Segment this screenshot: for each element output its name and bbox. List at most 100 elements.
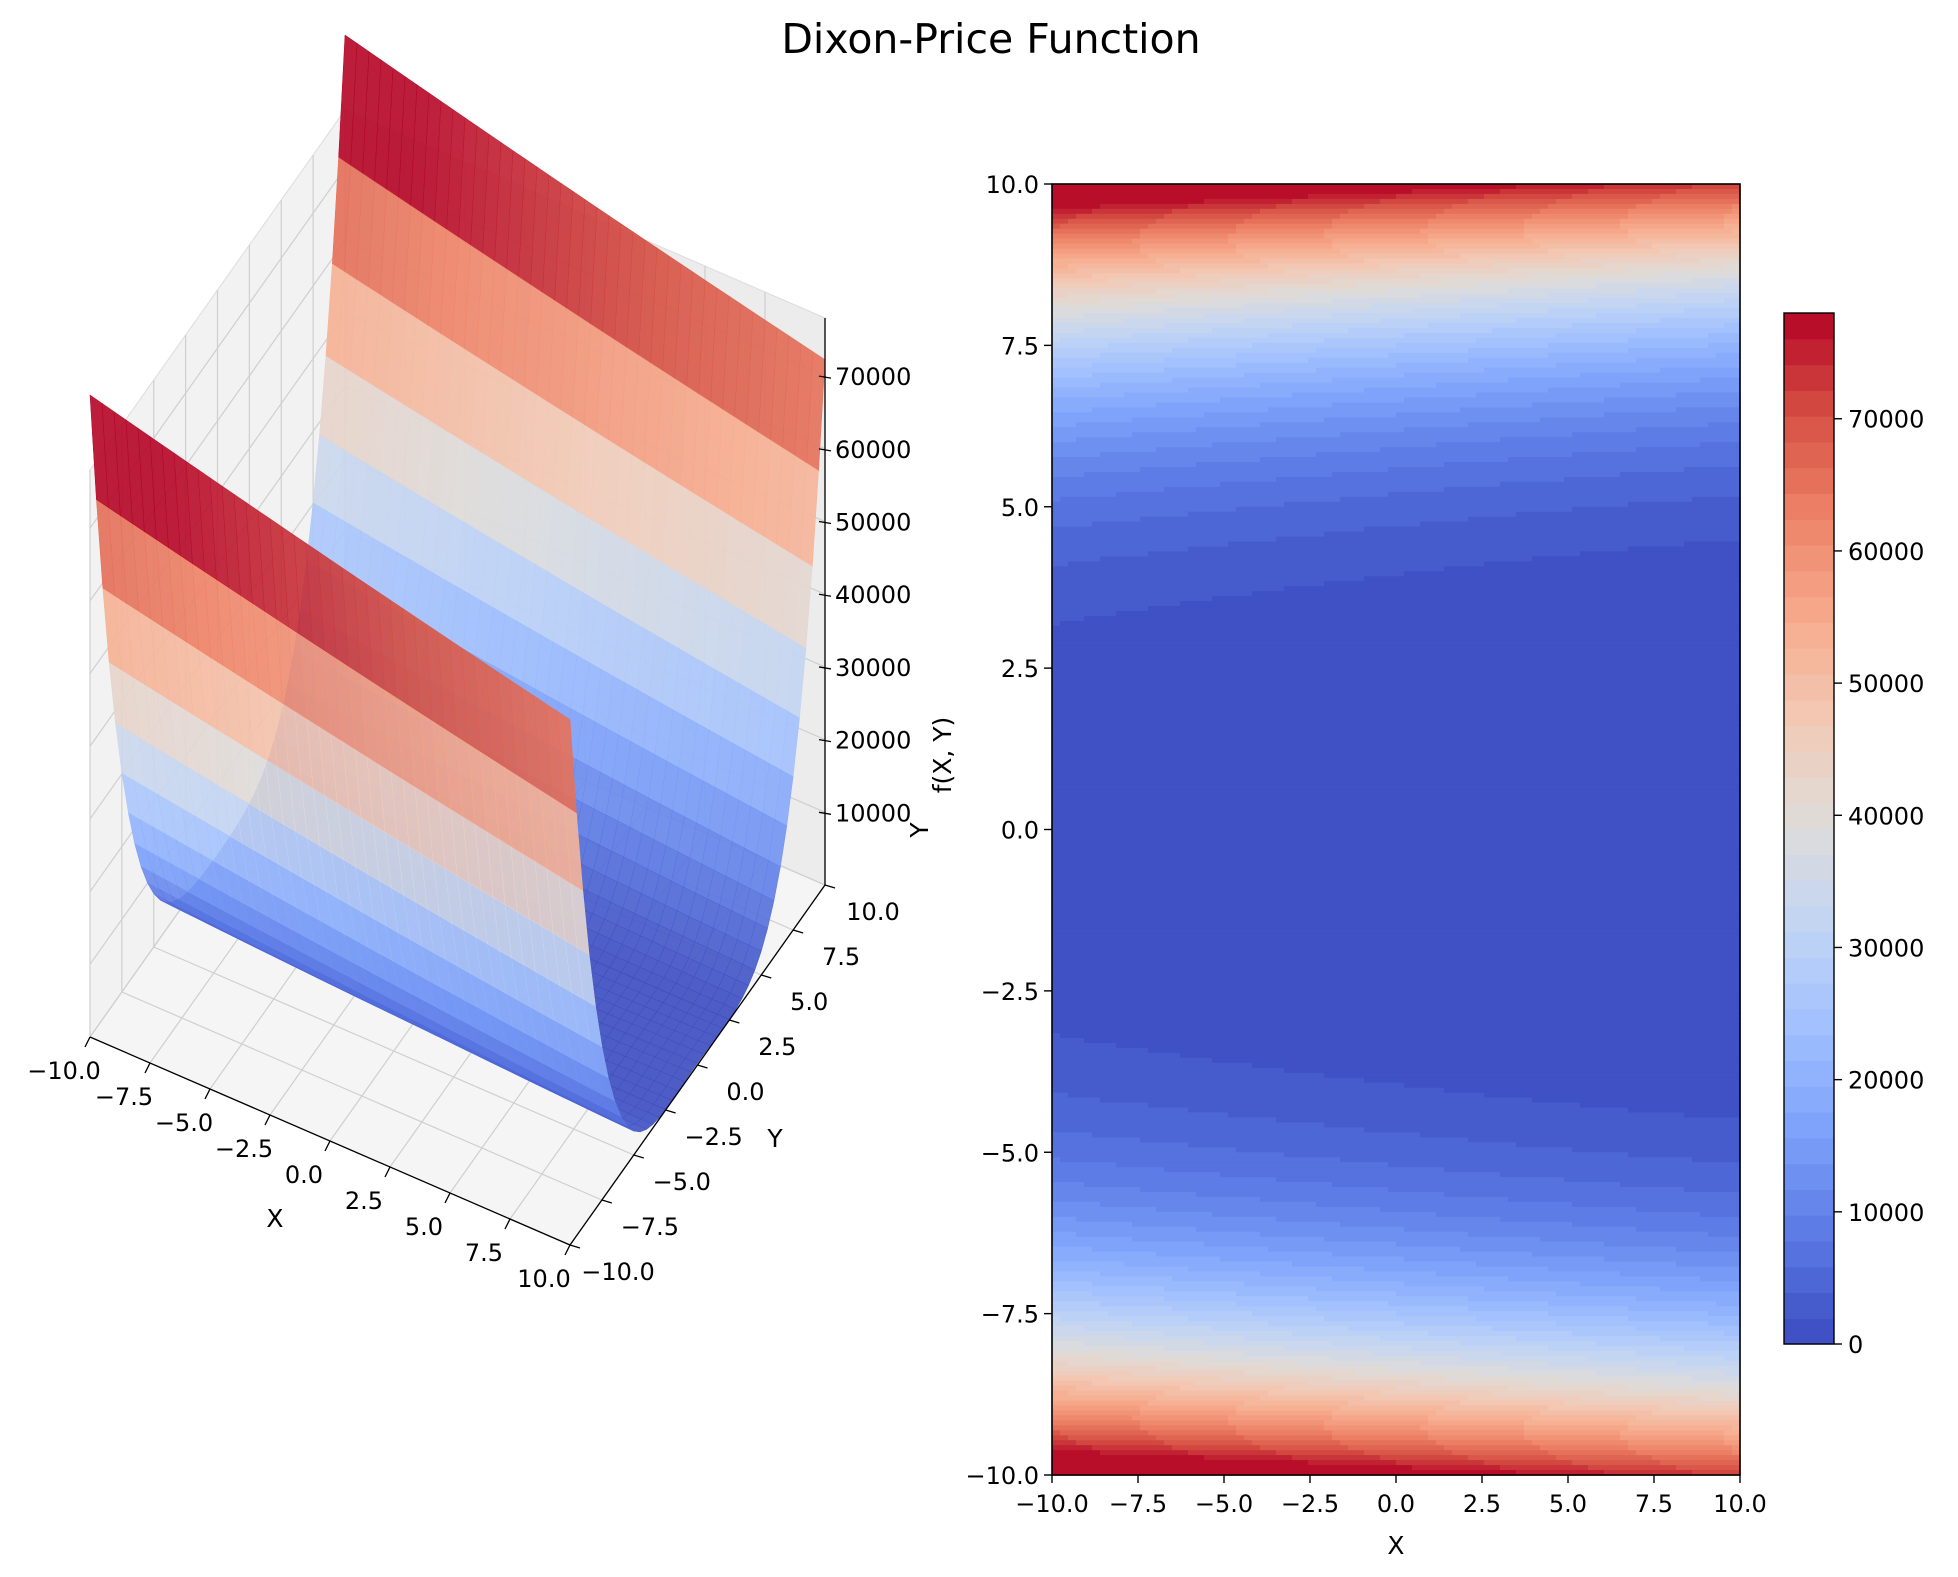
contour-cell — [1068, 198, 1077, 205]
contour-cell — [1148, 342, 1157, 349]
contour-cell — [1540, 357, 1549, 364]
contour-cell — [1268, 193, 1277, 200]
contour-cell — [1460, 253, 1469, 260]
contour-cell — [1444, 198, 1453, 205]
contour-cell — [1692, 273, 1701, 280]
contour-cell — [1540, 303, 1549, 309]
contour-cell — [1220, 203, 1229, 210]
contour-cell — [1572, 238, 1581, 245]
contour-cell — [1428, 248, 1437, 255]
contour-cell — [1476, 248, 1485, 255]
contour-cell — [1092, 238, 1101, 245]
contour-cell — [1124, 233, 1133, 240]
contour-cell — [1308, 233, 1317, 240]
contour-cell — [1540, 298, 1549, 304]
contour-cell — [1220, 288, 1229, 294]
contour-cell — [1060, 303, 1069, 309]
contour-cell — [1644, 273, 1653, 280]
contour-cell — [1212, 278, 1221, 284]
contour-cell — [1052, 273, 1061, 280]
contour-cell — [1228, 328, 1237, 334]
contour-cell — [1452, 323, 1461, 329]
contour-cell — [1316, 184, 1325, 190]
contour-cell — [1428, 298, 1437, 304]
contour-cell — [1428, 273, 1437, 280]
contour-cell — [1372, 258, 1381, 265]
contour-cell — [1164, 313, 1173, 319]
contour-cell — [1412, 357, 1421, 364]
contour-cell — [1212, 293, 1221, 299]
contour-cell — [1692, 203, 1701, 210]
contour-cell — [1572, 273, 1581, 280]
contour-cell — [1660, 303, 1669, 309]
contour-cell — [1196, 352, 1205, 359]
contour-cell — [1500, 342, 1509, 349]
contour-cell — [1292, 243, 1301, 250]
contour-cell — [1580, 198, 1589, 205]
contour-cell — [1068, 243, 1077, 250]
contour-cell — [1708, 288, 1717, 294]
contour-cell — [1484, 367, 1493, 374]
contour-cell — [1548, 228, 1557, 235]
contour-cell — [1444, 303, 1453, 309]
contour-cell — [1100, 362, 1109, 369]
x-tick-mark — [384, 1166, 391, 1178]
x-tick-mark — [264, 1114, 271, 1126]
contour-cell — [1236, 263, 1245, 270]
contour-cell — [1708, 263, 1717, 270]
contour-cell — [1412, 233, 1421, 240]
contour-cell — [1532, 253, 1541, 260]
contour-cell — [1284, 253, 1293, 260]
contour-cell — [1708, 337, 1717, 344]
contour-cell — [1132, 352, 1141, 359]
contour-cell — [1220, 198, 1229, 205]
contour-cell — [1540, 238, 1549, 245]
contour-cell — [1284, 347, 1293, 354]
contour-cell — [1260, 213, 1269, 220]
contour-cell — [1276, 203, 1285, 210]
contour-cell — [1716, 352, 1725, 359]
contour-cell — [1124, 278, 1133, 284]
contour-cell — [1204, 273, 1213, 280]
contour-cell — [1348, 308, 1357, 314]
contour-cell — [1188, 189, 1197, 195]
contour-cell — [1580, 203, 1589, 210]
contour-cell — [1396, 367, 1405, 374]
contour-cell — [1556, 203, 1565, 210]
contour-cell — [1668, 208, 1677, 215]
contour-cell — [1452, 189, 1461, 195]
contour-cell — [1620, 298, 1629, 304]
contour-cell — [1340, 263, 1349, 270]
contour-cell — [1076, 203, 1085, 210]
contour-cell — [1420, 248, 1429, 255]
contour-cell — [1588, 263, 1597, 270]
contour-cell — [1348, 193, 1357, 200]
contour-cell — [1724, 238, 1733, 245]
contour-cell — [1412, 318, 1421, 324]
contour-cell — [1404, 208, 1413, 215]
contour-cell — [1444, 223, 1453, 230]
contour-cell — [1396, 313, 1405, 319]
contour-cell — [1124, 362, 1133, 369]
contour-cell — [1692, 342, 1701, 349]
contour-cell — [1444, 283, 1453, 289]
contour-cell — [1476, 362, 1485, 369]
contour-cell — [1564, 184, 1573, 190]
contour-cell — [1420, 313, 1429, 319]
contour-cell — [1396, 342, 1405, 349]
contour-cell — [1356, 238, 1365, 245]
contour-cell — [1052, 308, 1061, 314]
contour-cell — [1236, 347, 1245, 354]
contour-cell — [1412, 352, 1421, 359]
contour-cell — [1148, 362, 1157, 369]
contour-cell — [1060, 362, 1069, 369]
contour-cell — [1132, 218, 1141, 225]
contour-cell — [1148, 333, 1157, 339]
contour-cell — [1412, 198, 1421, 205]
contour-cell — [1708, 213, 1717, 220]
contour-cell — [1580, 313, 1589, 319]
contour-cell — [1244, 288, 1253, 294]
contour-cell — [1092, 268, 1101, 275]
contour-cell — [1140, 308, 1149, 314]
y-tick-mark — [633, 1154, 644, 1159]
